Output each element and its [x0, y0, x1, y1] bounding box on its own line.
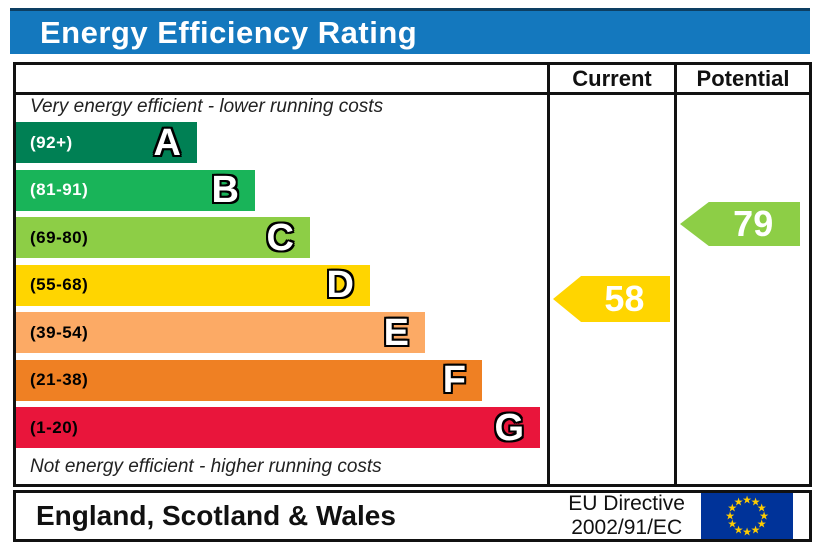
band-bar-d: (55-68) D — [16, 264, 370, 306]
eu-star-icon: ★ — [733, 523, 744, 537]
bottom-note: Not energy efficient - higher running co… — [30, 456, 382, 477]
eu-star-icon: ★ — [742, 525, 752, 539]
band-row-e: (39-54) E — [16, 312, 547, 353]
eu-star-icon: ★ — [759, 509, 769, 523]
band-bar-g: (1-20) G — [16, 407, 540, 448]
eu-star-icon: ★ — [727, 517, 738, 531]
band-range-label: (69-80) — [30, 227, 89, 247]
current-column: Current 58 — [547, 65, 674, 484]
potential-header: Potential — [677, 65, 809, 95]
band-letter: B — [211, 169, 239, 211]
band-range-label: (21-38) — [30, 370, 89, 389]
chart-header-empty — [16, 65, 547, 95]
band-letter: G — [494, 406, 524, 449]
band-row-b: (81-91) B — [16, 169, 547, 211]
chart-column: Very energy efficient - lower running co… — [16, 65, 547, 484]
eu-star-icon: ★ — [750, 495, 761, 509]
footer-bar: England, Scotland & Wales EU Directive 2… — [13, 490, 812, 542]
band-row-a: (92+) A — [16, 122, 547, 163]
current-header: Current — [550, 65, 674, 95]
band-range-label: (39-54) — [30, 322, 89, 342]
band-letter: A — [153, 121, 181, 164]
eu-star-icon: ★ — [750, 523, 761, 537]
eu-star-icon: ★ — [756, 517, 767, 531]
eu-directive-label: EU Directive 2002/91/EC — [568, 492, 685, 540]
band-row-f: (21-38) F — [16, 359, 547, 401]
band-bar-e: (39-54) E — [16, 312, 425, 353]
eu-star-icon: ★ — [742, 493, 752, 507]
region-label: England, Scotland & Wales — [36, 500, 396, 531]
band-letter: D — [326, 264, 354, 306]
band-letter: C — [266, 216, 294, 259]
band-row-d: (55-68) D — [16, 264, 547, 306]
current-rating-arrow: 58 — [553, 276, 670, 322]
band-range-label: (55-68) — [30, 275, 89, 294]
rating-table: Very energy efficient - lower running co… — [13, 62, 812, 487]
band-letter: F — [442, 359, 466, 401]
rating-bands: (92+) A (81-91) B (69-80) C — [16, 122, 547, 455]
band-bar-b: (81-91) B — [16, 169, 255, 211]
eu-directive-line1: EU Directive — [568, 492, 685, 515]
current-rating-value: 58 — [604, 278, 645, 319]
eu-star-icon: ★ — [756, 501, 767, 515]
band-row-c: (69-80) C — [16, 217, 547, 258]
eu-flag: ★ ★ ★ ★ ★ ★ ★ ★ ★ ★ ★ ★ — [701, 493, 793, 539]
page-title: Energy Efficiency Rating — [40, 14, 418, 50]
eu-star-icon: ★ — [733, 495, 744, 509]
potential-column: Potential 79 — [674, 65, 809, 484]
band-range-label: (92+) — [30, 132, 73, 152]
eu-star-icon: ★ — [727, 501, 738, 515]
band-range-label: (1-20) — [30, 417, 79, 437]
band-row-g: (1-20) G — [16, 407, 547, 448]
band-range-label: (81-91) — [30, 180, 89, 199]
top-note: Very energy efficient - lower running co… — [30, 96, 384, 117]
band-bar-f: (21-38) F — [16, 359, 482, 401]
potential-rating-value: 79 — [733, 203, 774, 244]
band-bar-a: (92+) A — [16, 122, 197, 163]
eu-directive-line2: 2002/91/EC — [571, 516, 683, 539]
potential-rating-arrow: 79 — [680, 202, 800, 246]
title-bar: Energy Efficiency Rating — [10, 8, 810, 54]
band-letter: E — [383, 311, 409, 354]
band-bar-c: (69-80) C — [16, 217, 310, 258]
eu-star-icon: ★ — [725, 509, 735, 523]
